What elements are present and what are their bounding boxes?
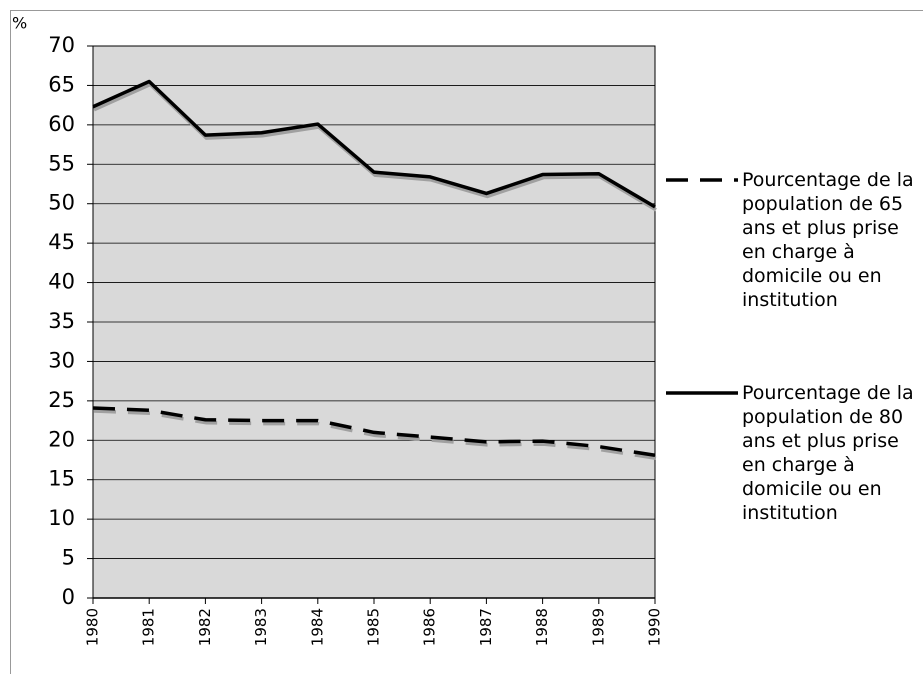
x-tick-label: 1983 [252, 608, 270, 646]
x-tick-label: 1987 [477, 608, 495, 646]
legend-label: Pourcentage de la population de 65 ans e… [742, 169, 914, 311]
y-tick-label: 50 [48, 191, 75, 215]
y-tick-label: 35 [48, 309, 75, 333]
x-tick-label: 1984 [308, 608, 326, 646]
y-tick-label: 25 [48, 388, 75, 412]
y-tick-label: 70 [48, 33, 75, 57]
y-tick-label: 45 [48, 230, 75, 254]
x-tick-label: 1982 [196, 608, 214, 646]
y-axis-label: % [12, 14, 27, 33]
y-tick-label: 0 [62, 585, 75, 609]
data-line [92, 406, 656, 457]
y-tick-label: 30 [48, 348, 75, 372]
y-tick-label: 5 [62, 546, 75, 570]
x-tick-label: 1981 [140, 608, 158, 646]
legend-label: Pourcentage de la population de 80 ans e… [742, 382, 914, 524]
y-tick-label: 20 [48, 427, 75, 451]
y-tick-label: 40 [48, 270, 75, 294]
y-tick-label: 60 [48, 112, 75, 136]
x-tick-label: 1990 [646, 608, 664, 646]
x-tick-label: 1988 [533, 608, 551, 646]
x-tick-label: 1985 [365, 608, 383, 646]
line-shadow [93, 409, 657, 460]
y-tick-label: 65 [48, 72, 75, 96]
frame [10, 10, 923, 674]
x-tick-label: 1986 [421, 608, 439, 646]
x-tick-label: 1989 [589, 608, 607, 646]
data-line [92, 79, 656, 209]
y-tick-label: 55 [48, 151, 75, 175]
x-tick-label: 1980 [84, 608, 102, 646]
y-tick-label: 15 [48, 467, 75, 491]
y-tick-label: 10 [48, 506, 75, 530]
